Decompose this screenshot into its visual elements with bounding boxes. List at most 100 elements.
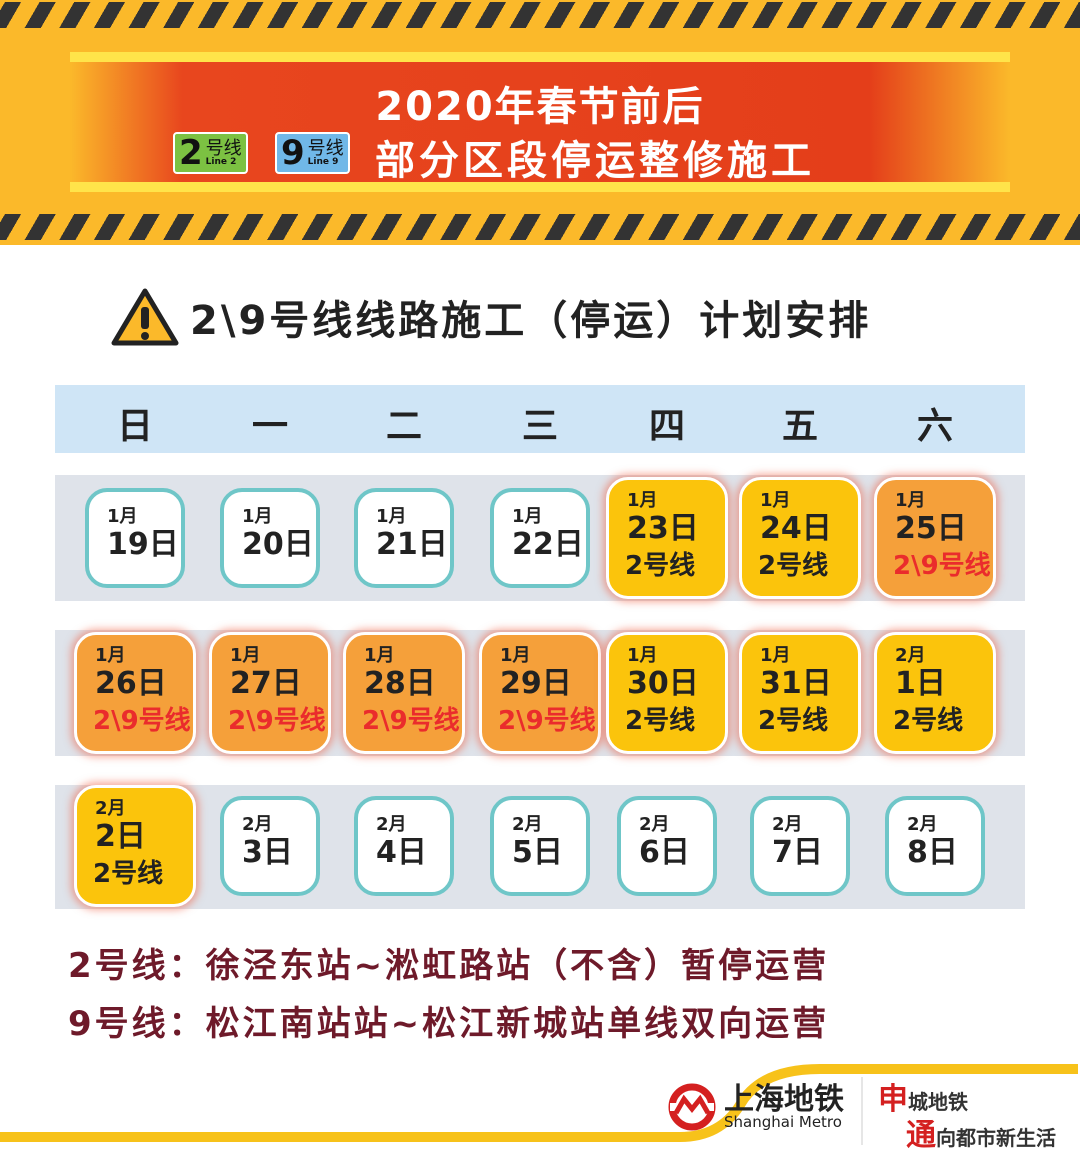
yellow-track-curve — [0, 1064, 1078, 1145]
header-banner: 2020年春节前后 2 号线 Line 2 9 号线 Line 9 部分区段停运整修… — [0, 0, 1080, 245]
day-month: 1月 — [500, 645, 531, 666]
day-date: 29日 — [500, 666, 572, 701]
line9-en: Line 9 — [307, 156, 339, 167]
line9-number: 9 — [281, 133, 305, 173]
day-date: 28日 — [364, 666, 436, 701]
day-lines: 2号线 — [625, 551, 696, 581]
day-lines: 2号线 — [893, 706, 964, 736]
calendar-day: 1月 24日 2号线 — [739, 477, 861, 599]
day-date: 8日 — [907, 835, 958, 870]
calendar-day: 1月 31日 2号线 — [739, 632, 861, 754]
day-lines: 2\9号线 — [893, 551, 991, 581]
calendar-day: 2月 8日 — [885, 796, 985, 896]
calendar-day: 1月 21日 — [354, 488, 454, 588]
day-month: 1月 — [512, 506, 543, 527]
banner-title: 2020年春节前后 — [375, 84, 705, 130]
calendar-day: 2月 5日 — [490, 796, 590, 896]
day-lines: 2\9号线 — [228, 706, 326, 736]
day-lines: 2号线 — [93, 859, 164, 889]
line9-label: 号线 — [307, 137, 344, 159]
slogan-line-2: 向都市新生活 — [936, 1126, 1056, 1150]
calendar-day: 1月 19日 — [85, 488, 185, 588]
day-month: 2月 — [772, 814, 803, 835]
day-month: 2月 — [376, 814, 407, 835]
metro-logo-icon — [668, 1083, 716, 1131]
day-date: 2日 — [95, 819, 146, 854]
day-date: 20日 — [242, 527, 314, 562]
day-date: 5日 — [512, 835, 563, 870]
hazard-stripes-bottom — [0, 214, 1080, 240]
day-month: 2月 — [895, 645, 926, 666]
day-date: 6日 — [639, 835, 690, 870]
day-date: 23日 — [627, 511, 699, 546]
day-lines: 2号线 — [758, 706, 829, 736]
calendar-day: 1月 23日 2号线 — [606, 477, 728, 599]
line2-en: Line 2 — [205, 156, 237, 167]
slogan: 申城地铁 通向都市新生活 — [878, 1083, 1056, 1155]
day-month: 1月 — [230, 645, 261, 666]
weekday-header: 日一二三四五六 — [55, 385, 1025, 453]
weekday-6: 六 — [916, 406, 953, 447]
day-month: 1月 — [627, 490, 658, 511]
line2-number: 2 — [179, 133, 203, 173]
heading-text: 2\9号线线路施工（停运）计划安排 — [190, 298, 872, 344]
calendar-day: 1月 25日 2\9号线 — [874, 477, 996, 599]
calendar-day: 2月 4日 — [354, 796, 454, 896]
day-date: 21日 — [376, 527, 448, 562]
day-month: 1月 — [364, 645, 395, 666]
slogan-char-1: 申 — [878, 1082, 908, 1117]
day-month: 1月 — [895, 490, 926, 511]
day-month: 1月 — [627, 645, 658, 666]
day-month: 2月 — [95, 798, 126, 819]
day-month: 2月 — [242, 814, 273, 835]
day-date: 27日 — [230, 666, 302, 701]
day-month: 2月 — [512, 814, 543, 835]
day-date: 25日 — [895, 511, 967, 546]
weekday-5: 五 — [781, 406, 818, 447]
day-date: 30日 — [627, 666, 699, 701]
day-date: 4日 — [376, 835, 427, 870]
warning-icon — [111, 288, 179, 346]
day-date: 22日 — [512, 527, 584, 562]
weekday-3: 三 — [521, 406, 558, 447]
calendar-day: 1月 20日 — [220, 488, 320, 588]
calendar-day: 2月 1日 2号线 — [874, 632, 996, 754]
line9-badge: 9 号线 Line 9 — [275, 132, 350, 174]
weekday-4: 四 — [648, 406, 685, 447]
calendar-day: 1月 29日 2\9号线 — [479, 632, 601, 754]
day-date: 3日 — [242, 835, 293, 870]
section-heading: 2\9号线线路施工（停运）计划安排 — [110, 287, 871, 347]
day-lines: 2\9号线 — [362, 706, 460, 736]
calendar-day: 2月 7日 — [750, 796, 850, 896]
day-date: 7日 — [772, 835, 823, 870]
weekday-0: 日 — [116, 406, 153, 447]
day-date: 24日 — [760, 511, 832, 546]
calendar-day: 2月 3日 — [220, 796, 320, 896]
day-month: 1月 — [760, 645, 791, 666]
day-month: 2月 — [639, 814, 670, 835]
day-lines: 2号线 — [758, 551, 829, 581]
calendar-day: 1月 26日 2\9号线 — [74, 632, 196, 754]
weekday-1: 一 — [251, 406, 288, 447]
weekday-2: 二 — [385, 406, 422, 447]
line2-badge: 2 号线 Line 2 — [173, 132, 248, 174]
note-line9: 9号线：松江南站站~松江新城站单线双向运营 — [68, 1004, 830, 1044]
hazard-stripes-top — [0, 2, 1080, 28]
calendar-day: 1月 30日 2号线 — [606, 632, 728, 754]
shanghai-metro-logo: 上海地铁 Shanghai Metro — [668, 1083, 844, 1131]
day-month: 1月 — [376, 506, 407, 527]
calendar-day: 1月 22日 — [490, 488, 590, 588]
day-month: 2月 — [907, 814, 938, 835]
logo-cn: 上海地铁 — [724, 1081, 844, 1117]
day-date: 1日 — [895, 666, 946, 701]
calendar-day: 1月 28日 2\9号线 — [343, 632, 465, 754]
line2-label: 号线 — [205, 137, 242, 159]
day-date: 26日 — [95, 666, 167, 701]
day-date: 19日 — [107, 527, 179, 562]
day-month: 1月 — [242, 506, 273, 527]
day-month: 1月 — [760, 490, 791, 511]
calendar-day: 2月 2日 2号线 — [74, 785, 196, 907]
calendar-day: 2月 6日 — [617, 796, 717, 896]
banner-subtitle: 部分区段停运整修施工 — [375, 138, 815, 184]
slogan-line-1: 城地铁 — [908, 1090, 968, 1114]
